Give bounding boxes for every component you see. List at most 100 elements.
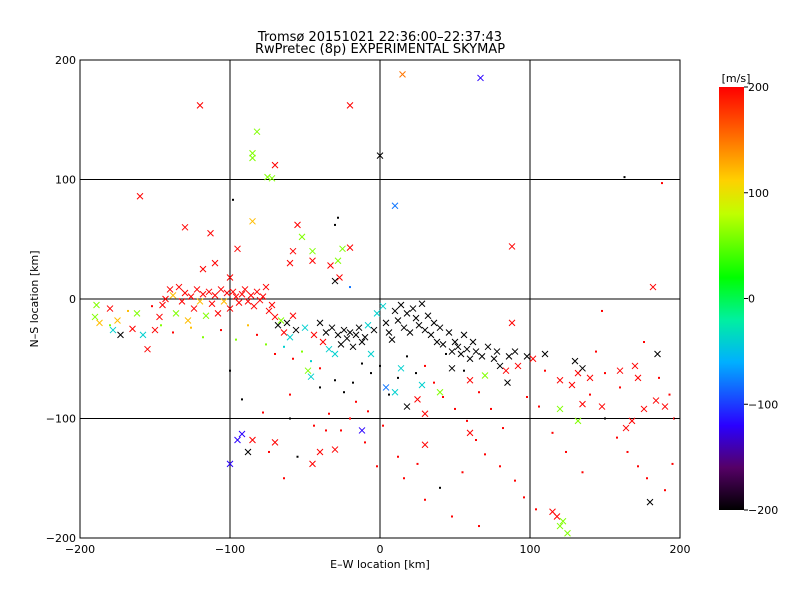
data-point-dot	[643, 341, 645, 344]
data-point-x	[388, 336, 396, 343]
data-point-x	[469, 338, 477, 346]
data-point-dot	[397, 455, 399, 458]
data-point-x	[294, 221, 301, 229]
data-point-dot	[367, 410, 369, 413]
data-point-x	[586, 374, 594, 382]
colorbar-tick-label: 0	[748, 293, 755, 306]
data-point-x	[496, 362, 504, 370]
data-point-x	[382, 384, 390, 391]
data-point-x	[156, 313, 163, 321]
data-point-x	[309, 247, 316, 255]
data-point-dot	[514, 479, 516, 482]
data-point-dot	[637, 465, 639, 468]
data-point-x	[427, 331, 435, 339]
data-point-x	[376, 152, 384, 159]
data-point-dot	[406, 355, 408, 358]
x-tick-label: −200	[65, 543, 95, 556]
data-point-x	[244, 298, 252, 305]
data-point-x	[139, 331, 147, 339]
data-point-dot	[403, 477, 405, 480]
data-point-x	[628, 417, 636, 425]
data-point-x	[598, 403, 606, 410]
data-point-x	[232, 293, 240, 300]
data-point-x	[448, 348, 456, 355]
data-point-x	[271, 313, 279, 321]
data-point-x	[622, 424, 630, 432]
data-point-x	[181, 223, 189, 231]
data-point-dot	[461, 471, 464, 474]
data-point-x	[253, 288, 261, 296]
data-point-x	[196, 298, 204, 305]
data-point-dot	[490, 407, 492, 410]
data-point-x	[448, 364, 456, 372]
x-tick-label: 0	[377, 543, 384, 556]
data-point-x	[310, 331, 318, 339]
data-point-x	[229, 288, 237, 296]
data-point-x	[331, 350, 339, 358]
data-point-x	[187, 293, 195, 300]
data-point-x	[235, 299, 243, 306]
data-point-dot	[445, 352, 447, 355]
data-point-x	[208, 300, 216, 308]
data-point-x	[514, 362, 522, 370]
data-point-x	[466, 429, 474, 437]
x-tick-label: −100	[215, 543, 245, 556]
colorbar-gradient	[719, 87, 744, 510]
data-point-x	[571, 357, 579, 365]
data-point-x	[325, 345, 333, 353]
data-point-x	[253, 128, 261, 136]
data-point-dot	[340, 429, 342, 432]
data-point-x	[418, 300, 426, 308]
data-point-x	[159, 301, 166, 309]
data-point-x	[493, 348, 501, 355]
data-point-dot	[379, 364, 381, 367]
data-point-x	[178, 298, 186, 305]
data-point-x	[226, 460, 234, 468]
data-point-x	[289, 247, 297, 255]
data-point-x	[364, 321, 372, 329]
data-point-x	[361, 333, 369, 341]
data-point-dot	[478, 391, 480, 394]
data-point-x	[336, 274, 343, 281]
data-point-dot	[296, 455, 299, 458]
data-point-dot	[337, 216, 339, 219]
data-point-dot	[364, 441, 366, 444]
data-point-x	[205, 288, 213, 296]
data-point-dot	[313, 424, 315, 427]
data-point-x	[568, 381, 576, 389]
data-point-dot	[382, 424, 384, 427]
data-point-x	[466, 376, 474, 384]
data-point-x	[268, 301, 276, 309]
data-point-dot	[671, 462, 674, 465]
data-point-x	[523, 353, 531, 360]
y-tick-label: 200	[55, 54, 76, 67]
data-point-x	[340, 326, 348, 334]
data-point-dot	[160, 324, 162, 327]
data-point-dot	[292, 357, 294, 360]
data-point-dot	[439, 486, 441, 489]
data-point-x	[298, 233, 306, 241]
data-point-dot	[202, 336, 204, 339]
data-point-dot	[265, 343, 267, 346]
data-point-x	[367, 350, 375, 358]
data-point-x	[226, 305, 234, 312]
y-tick-label: 0	[69, 293, 76, 306]
data-point-x	[559, 517, 567, 525]
data-point-dot	[664, 489, 666, 492]
data-point-x	[343, 335, 351, 342]
data-point-x	[385, 329, 393, 336]
colorbar-tick-label: 200	[748, 81, 769, 94]
data-point-x	[292, 326, 300, 334]
data-point-x	[556, 376, 564, 384]
data-point-x	[223, 289, 231, 297]
data-point-x	[277, 317, 285, 324]
data-point-x	[181, 289, 189, 297]
data-point-dot	[343, 391, 345, 394]
data-point-dot	[466, 419, 468, 422]
data-point-x	[490, 355, 498, 363]
data-point-x	[244, 448, 252, 456]
data-point-x	[661, 403, 669, 410]
data-point-dot	[589, 393, 591, 396]
data-point-x	[640, 405, 648, 413]
data-point-x	[190, 305, 198, 312]
